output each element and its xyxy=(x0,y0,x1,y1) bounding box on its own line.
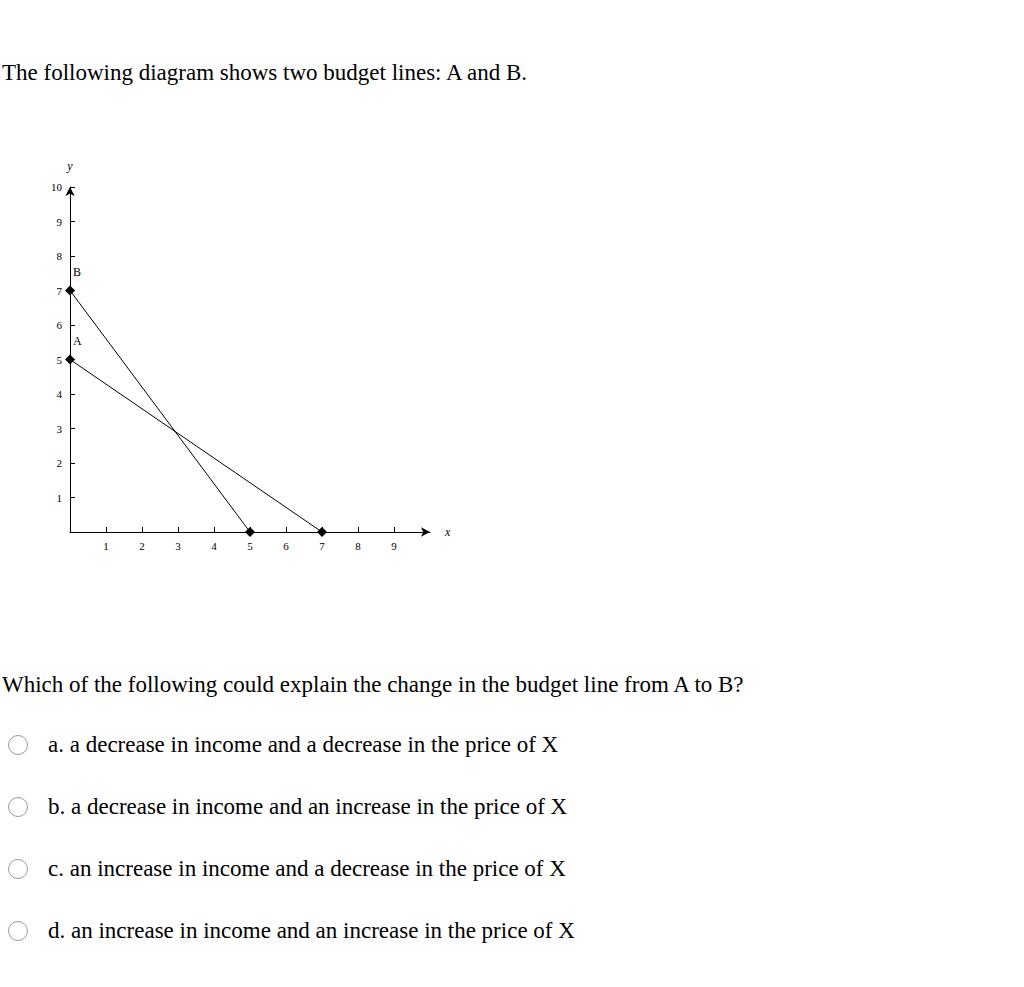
html-text:c. an increase in income and a: c. an increase in income and a decrease … xyxy=(48,856,566,881)
svg-text:5: 5 xyxy=(57,354,63,366)
svg-text:3: 3 xyxy=(57,423,63,435)
svg-text:6: 6 xyxy=(57,319,63,331)
svg-text:A: A xyxy=(73,334,82,348)
svg-text:x: x xyxy=(444,525,451,539)
html-text:The following diagram shows tw: The following diagram shows two budget l… xyxy=(2,60,528,85)
svg-text:5: 5 xyxy=(247,540,253,552)
svg-text:9: 9 xyxy=(391,540,397,552)
svg-text:8: 8 xyxy=(355,540,361,552)
svg-text:1: 1 xyxy=(103,540,109,552)
svg-text:2: 2 xyxy=(139,540,145,552)
svg-text:4: 4 xyxy=(211,540,217,552)
svg-text:y: y xyxy=(66,159,73,173)
html-text:b. a decrease in income and an: b. a decrease in income and an increase … xyxy=(48,794,568,819)
svg-text:2: 2 xyxy=(57,457,63,469)
html-text:a. a decrease in income and a: a. a decrease in income and a decrease i… xyxy=(48,732,559,757)
svg-text:4: 4 xyxy=(57,388,63,400)
svg-text:3: 3 xyxy=(175,540,181,552)
svg-text:7: 7 xyxy=(319,540,325,552)
svg-text:6: 6 xyxy=(283,540,289,552)
svg-text:10: 10 xyxy=(51,181,63,193)
svg-text:9: 9 xyxy=(57,216,63,228)
svg-text:1: 1 xyxy=(57,492,63,504)
html-text:d. an increase in income and a: d. an increase in income and an increase… xyxy=(48,918,575,943)
svg-text:B: B xyxy=(73,265,81,279)
html-text:Which of the following could e: Which of the following could explain the… xyxy=(2,672,744,697)
svg-text:7: 7 xyxy=(57,285,63,297)
svg-text:8: 8 xyxy=(57,250,63,262)
